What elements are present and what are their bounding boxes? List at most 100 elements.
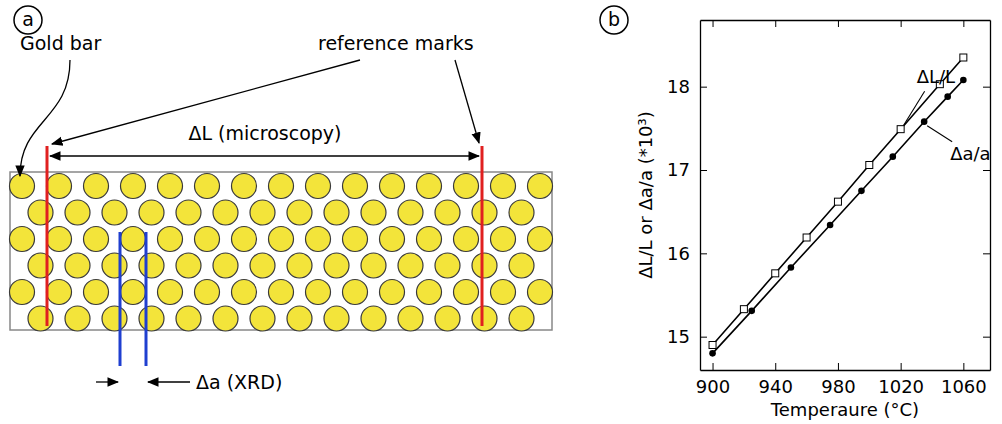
- data-point: [866, 162, 873, 169]
- atom: [47, 174, 72, 199]
- tick: [983, 337, 990, 338]
- y-axis-title: ΔL/L or Δa/a (*10³): [635, 111, 656, 279]
- tick-label: 15: [667, 326, 690, 347]
- tick-label: 900: [696, 376, 730, 397]
- atom: [343, 174, 368, 199]
- atom: [435, 200, 460, 225]
- axis-line: [990, 21, 991, 371]
- atom: [491, 280, 516, 305]
- atom: [306, 174, 331, 199]
- length-arrow: [50, 155, 479, 156]
- atom: [195, 174, 220, 199]
- atom: [417, 227, 442, 252]
- atom: [269, 227, 294, 252]
- spacing-label: Δa (XRD): [196, 371, 282, 393]
- atom: [47, 280, 72, 305]
- atom: [528, 174, 553, 199]
- atom: [158, 227, 183, 252]
- atom: [102, 306, 127, 331]
- data-point: [960, 77, 967, 84]
- atoms: [10, 174, 553, 332]
- series-label: ΔL/L: [917, 66, 955, 87]
- atom: [287, 253, 312, 278]
- atom: [361, 306, 386, 331]
- atom: [139, 200, 164, 225]
- atom: [250, 200, 275, 225]
- tick-label: 1060: [941, 376, 987, 397]
- atom: [417, 174, 442, 199]
- atom: [435, 306, 460, 331]
- lattice-mark: [119, 232, 122, 366]
- atom: [65, 306, 90, 331]
- atom: [343, 227, 368, 252]
- atom: [121, 174, 146, 199]
- tick-mark: [901, 363, 902, 370]
- atom: [139, 253, 164, 278]
- atom: [195, 280, 220, 305]
- tick-label: 16: [667, 243, 690, 264]
- marks-label: reference marks: [318, 32, 474, 54]
- tick: 17: [667, 159, 707, 180]
- tick: 980: [821, 363, 855, 397]
- x-axis: 90094098010201060: [696, 363, 991, 397]
- tick-mark: [983, 87, 990, 88]
- atom: [232, 174, 257, 199]
- atom: [509, 253, 534, 278]
- atom: [361, 253, 386, 278]
- atom: [28, 200, 53, 225]
- marks-arrow: [455, 60, 479, 143]
- panel-letter-circle: [600, 6, 628, 34]
- tick-mark: [700, 170, 707, 171]
- panel-letter-circle: [14, 6, 42, 34]
- bar-arrow: [20, 60, 70, 176]
- atom: [102, 200, 127, 225]
- atom: [158, 174, 183, 199]
- atom: [491, 174, 516, 199]
- panel-letter: b: [608, 8, 620, 30]
- atom: [528, 280, 553, 305]
- atom: [528, 227, 553, 252]
- data-point: [921, 118, 928, 125]
- atom: [380, 280, 405, 305]
- atom: [324, 306, 349, 331]
- atom: [195, 227, 220, 252]
- tick-mark: [963, 363, 964, 370]
- atom: [232, 227, 257, 252]
- tick-mark: [963, 20, 964, 27]
- data-point: [803, 234, 810, 241]
- tick-mark: [700, 87, 707, 88]
- data-point: [960, 54, 967, 61]
- series-line: [713, 80, 964, 353]
- atom: [324, 200, 349, 225]
- tick-mark: [838, 20, 839, 27]
- atom: [250, 306, 275, 331]
- tick: 16: [667, 243, 707, 264]
- axis-line: [701, 370, 991, 371]
- reference-mark: [46, 146, 49, 326]
- spacing-arrow: [96, 381, 118, 382]
- x-axis-top: [701, 20, 991, 27]
- atom: [213, 200, 238, 225]
- x-axis-title: Temperaure (°C): [770, 399, 919, 420]
- series-label: Δa/a: [950, 143, 990, 164]
- length-label: ΔL (microscopy): [189, 122, 342, 144]
- tick: [775, 20, 776, 27]
- data-point: [772, 270, 779, 277]
- atom: [398, 306, 423, 331]
- atom: [139, 306, 164, 331]
- bar-label: Gold bar: [20, 32, 101, 54]
- atom: [287, 306, 312, 331]
- atom: [269, 174, 294, 199]
- tick: [838, 20, 839, 27]
- tick-mark: [983, 170, 990, 171]
- atom: [232, 280, 257, 305]
- tick: 940: [759, 363, 793, 397]
- tick-mark: [700, 337, 707, 338]
- axis-line: [701, 20, 991, 21]
- atom: [472, 253, 497, 278]
- atom: [84, 227, 109, 252]
- panel-b: b9009409801020106015161718Temperaure (°C…: [600, 6, 991, 420]
- tick-mark: [838, 363, 839, 370]
- y-axis: 15161718: [667, 21, 707, 371]
- atom: [472, 306, 497, 331]
